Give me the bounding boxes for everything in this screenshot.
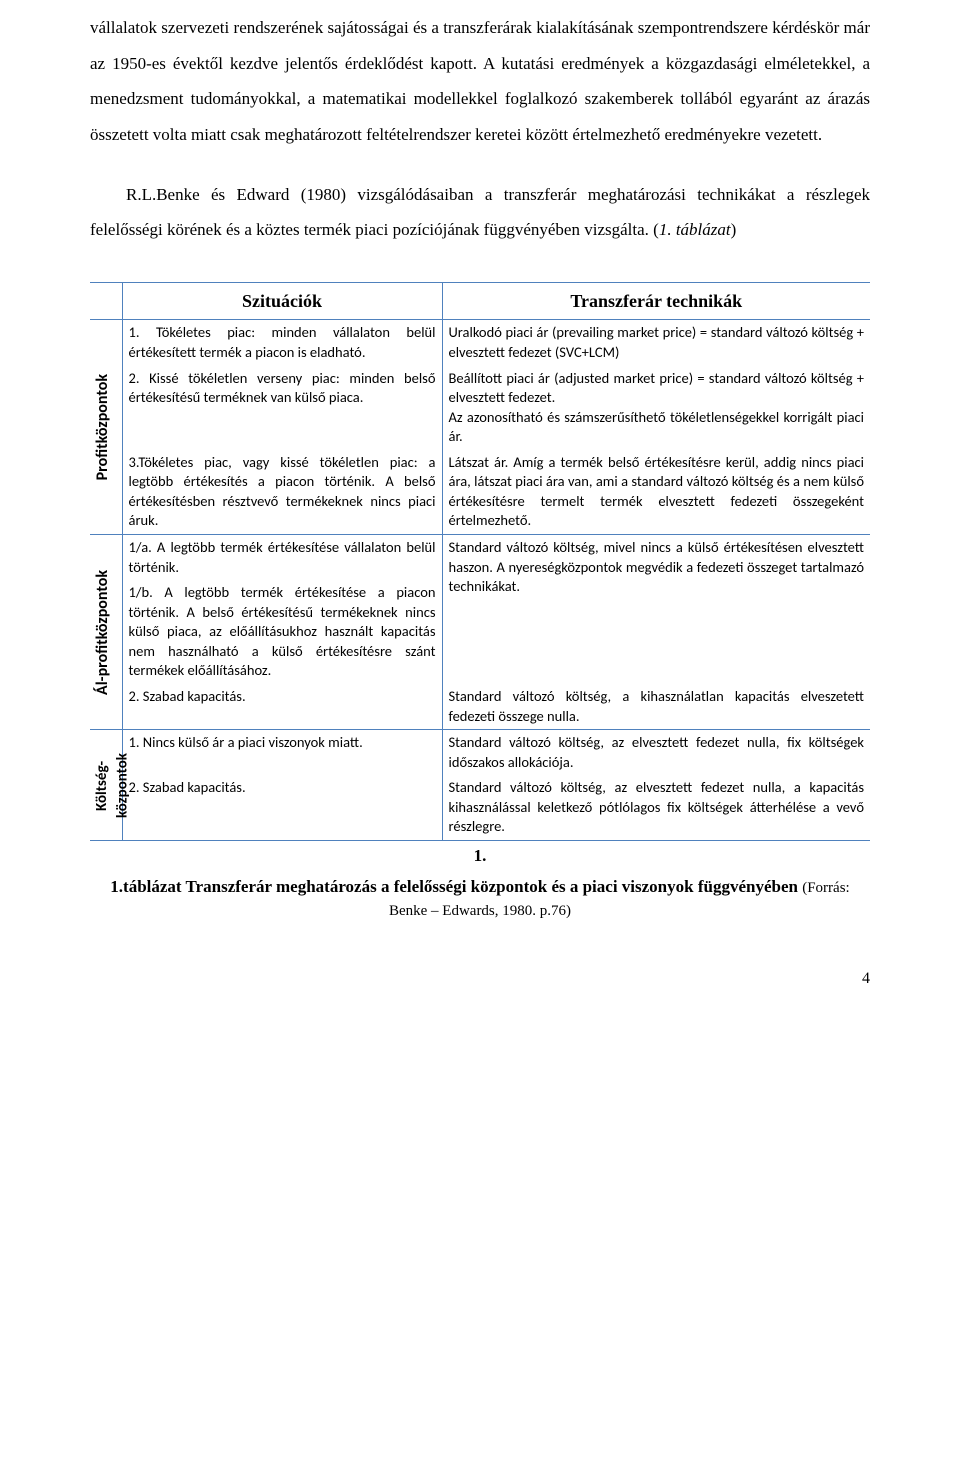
cost-tech-1: Standard változó költség, az elvesztett … xyxy=(442,730,870,776)
profit-sit-3: 3.Tökéletes piac, vagy kissé tökéletlen … xyxy=(122,450,442,535)
pseudo-tech-2: Standard változó költség, a kihasználatl… xyxy=(442,684,870,730)
paragraph-1: vállalatok szervezeti rendszerének saját… xyxy=(90,10,870,153)
profit-tech-2: Beállított piaci ár (adjusted market pri… xyxy=(442,366,870,450)
pseudo-sit-1b: 1/b. A legtöbb termék értékesítése a pia… xyxy=(122,580,442,684)
table-number: 1. xyxy=(474,846,487,865)
col-header-techniques: Transzferár technikák xyxy=(442,283,870,320)
profit-sit-2: 2. Kissé tökéletlen verseny piac: minden… xyxy=(122,366,442,450)
transfer-price-table: Szituációk Transzferár technikák Profitk… xyxy=(90,282,870,922)
table-caption: 1.táblázat Transzferár meghatározás a fe… xyxy=(90,876,870,922)
table-caption-bold: 1.táblázat Transzferár meghatározás a fe… xyxy=(110,877,802,896)
pseudo-sit-2: 2. Szabad kapacitás. xyxy=(122,684,442,730)
pseudo-tech-1: Standard változó költség, mivel nincs a … xyxy=(442,535,870,684)
paragraph-2: R.L.Benke és Edward (1980) vizsgálódásai… xyxy=(90,177,870,248)
pseudo-sit-1a: 1/a. A legtöbb termék értékesítése válla… xyxy=(122,535,442,581)
paragraph-2-ref: 1. táblázat xyxy=(659,220,731,239)
row-group-pseudo-label: Ál-profitközpontok xyxy=(90,566,116,699)
page-number: 4 xyxy=(90,970,870,988)
cost-sit-1: 1. Nincs külső ár a piaci viszonyok miat… xyxy=(122,730,442,776)
profit-tech-3: Látszat ár. Amíg a termék belső értékesí… xyxy=(442,450,870,535)
paragraph-2-end: ) xyxy=(731,220,737,239)
profit-tech-1: Uralkodó piaci ár (prevailing market pri… xyxy=(442,320,870,366)
paragraph-2-text: R.L.Benke és Edward (1980) vizsgálódásai… xyxy=(90,185,870,240)
row-group-cost-label: Költség- központok xyxy=(90,749,135,822)
col-header-situations: Szituációk xyxy=(122,283,442,320)
cost-tech-2: Standard változó költség, az elvesztett … xyxy=(442,775,870,840)
cost-sit-2: 2. Szabad kapacitás. xyxy=(122,775,442,840)
profit-sit-1: 1. Tökéletes piac: minden vállalaton bel… xyxy=(122,320,442,366)
row-group-profit-label: Profitközpontok xyxy=(90,370,116,484)
